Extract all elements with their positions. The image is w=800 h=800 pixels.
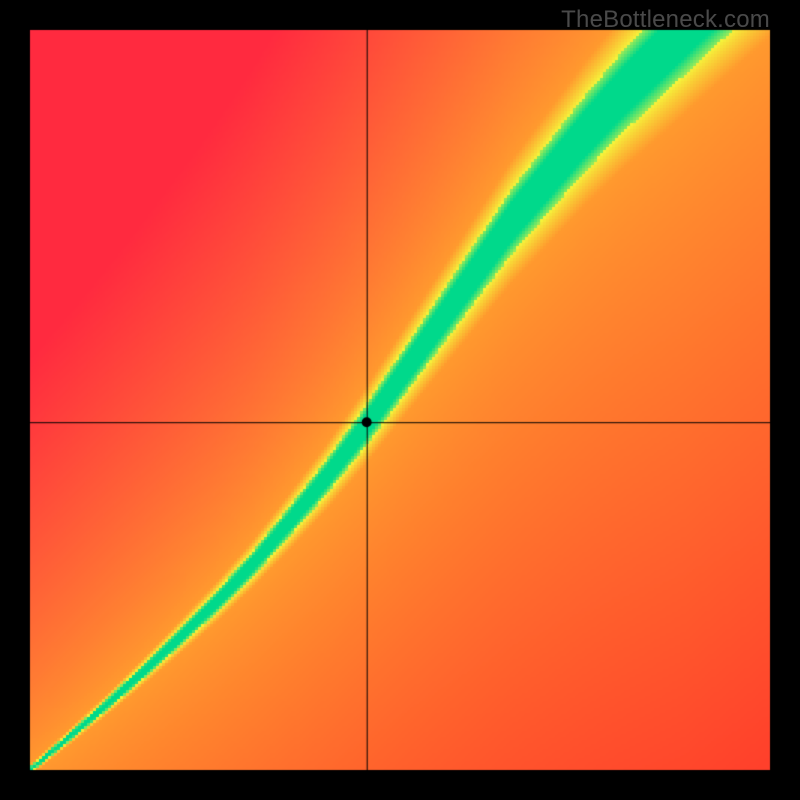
watermark-text: TheBottleneck.com [561, 6, 770, 34]
chart-container: TheBottleneck.com [0, 0, 800, 800]
heatmap-canvas [0, 0, 800, 800]
